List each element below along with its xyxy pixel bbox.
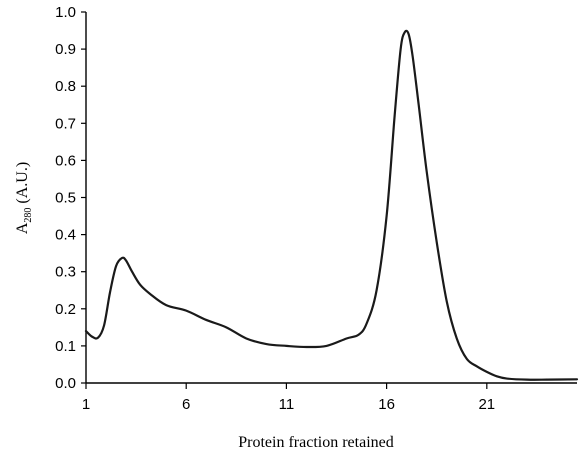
y-tick-label: 0.6 xyxy=(55,152,76,169)
y-tick-label: 0.3 xyxy=(55,264,76,281)
series-line xyxy=(84,29,579,381)
y-axis-ticks: 0.0 0.1 0.2 0.3 0.4 0.5 0.6 0.7 0.8 0.9 1.0 xyxy=(55,4,86,392)
y-tick-label: 0.9 xyxy=(55,41,76,58)
y-tick-label: 0.0 xyxy=(55,375,76,392)
x-axis-title: Protein fraction retained xyxy=(238,434,394,451)
y-tick-label: 0.4 xyxy=(55,227,76,244)
x-tick-label: 21 xyxy=(478,396,495,413)
x-tick-label: 11 xyxy=(279,396,295,413)
y-tick-label: 1.0 xyxy=(55,4,76,21)
y-tick-label: 0.7 xyxy=(55,115,76,132)
x-tick-label: 16 xyxy=(378,396,395,413)
y-tick-label: 0.1 xyxy=(55,338,76,355)
y-axis-title: A280 (A.U.) xyxy=(14,162,34,234)
x-tick-label: 1 xyxy=(82,396,90,413)
y-axis-title-units: (A.U.) xyxy=(14,162,31,204)
series-group xyxy=(84,29,579,381)
y-tick-label: 0.2 xyxy=(55,301,76,318)
y-axis-title-main: A xyxy=(14,222,31,234)
plot-area: 0.00.10.20.30.40.50.60.70.80.91.0 1 6 11 16… xyxy=(55,4,579,413)
x-axis-ticks: 1 6 11 16 21 xyxy=(82,383,495,413)
y-axis-title-subscript: 280 xyxy=(23,208,34,223)
y-tick-label: 0.5 xyxy=(55,190,76,207)
x-tick-label: 6 xyxy=(182,396,190,413)
y-tick-label: 0.8 xyxy=(55,78,76,95)
